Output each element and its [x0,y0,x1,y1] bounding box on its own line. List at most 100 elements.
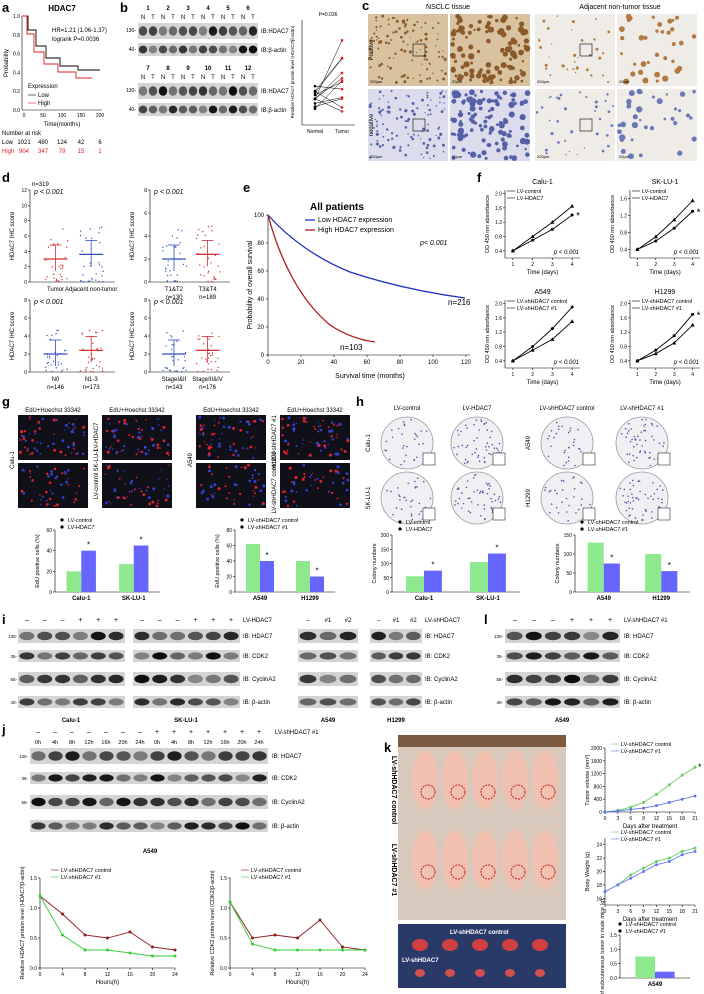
tumor-mark [420,784,436,800]
cell [144,452,148,456]
cell [601,149,605,153]
cell [628,16,633,21]
blot-band [223,698,239,706]
marker [693,794,697,798]
marker [654,792,658,796]
text-label: 2 [144,257,147,263]
cell [30,499,33,502]
cell [692,89,696,94]
dot [207,363,209,365]
colony [410,515,413,517]
legend-label: LV-HDAC7 [517,196,544,202]
colony [645,510,647,512]
x-tick-label: A549 [597,596,612,602]
cell [210,433,214,436]
inset-box [492,452,506,466]
blot-band [187,631,203,641]
cell [434,45,437,47]
cell [233,502,236,505]
series-line [637,314,693,362]
bar [81,550,96,592]
dot [313,84,317,88]
cell [41,495,44,498]
micrograph [18,415,88,460]
cell [519,114,526,121]
blot-band [99,774,114,782]
x-tick-label: 16 [127,972,133,978]
colony [637,435,639,438]
cell [140,450,144,454]
cell [388,56,391,59]
cell [292,429,296,432]
text-label: + [240,729,244,736]
dot [215,360,217,363]
series-line [512,214,573,252]
cell [500,47,505,53]
cell [426,143,430,147]
colony [479,515,482,517]
blot-band [19,652,35,660]
blot-band [167,774,182,782]
cell [336,437,338,439]
dot [55,278,58,280]
cell [470,151,477,158]
cell [458,131,464,137]
colony [416,435,419,438]
cell [429,157,431,160]
cell [74,498,78,501]
text-label: HDAC7 IHC score [10,211,16,260]
colony [475,419,478,421]
blot-band [48,797,63,807]
colony [402,420,405,423]
cell [406,109,408,111]
cell [54,477,57,480]
cell [295,422,298,425]
colony [454,504,456,506]
cell [305,417,308,420]
legend-label: LV-shHDAC7 control [588,520,638,526]
cell [425,45,428,49]
cell [294,475,298,480]
blot-band [90,674,106,684]
colony [619,487,622,490]
cell [254,485,258,489]
cell [373,32,376,35]
cell [572,68,575,71]
cell [29,470,32,473]
cell [217,456,220,458]
text-label: N [141,75,145,81]
cell [546,27,550,30]
colony [561,501,563,504]
colony [627,430,630,432]
cell [379,109,382,113]
dot [213,276,215,278]
y-tick-label: 40 [226,559,232,565]
y-tick-label: 0.5 [610,962,617,968]
y-tick-label: 0.4 [495,359,502,365]
colony [648,457,650,459]
cell [403,31,407,35]
text-label: LV-HDAC7 [463,406,493,412]
marker [550,327,554,331]
dot [95,364,98,366]
cell [314,428,317,430]
cell [208,451,210,453]
colony [553,436,555,439]
text-label: Normal [307,129,323,135]
cell [676,65,683,72]
cell [509,134,512,138]
dot [176,280,179,283]
colony [416,477,419,479]
colony [457,445,460,448]
text-label: p < 0.001 [553,250,579,256]
colony [644,429,647,432]
colony [557,428,560,431]
blot-band [188,26,198,36]
cell [445,91,447,93]
tumor [442,939,458,951]
cell [382,123,385,126]
colony [465,446,468,449]
cell [386,128,389,131]
blot-band [228,45,238,54]
blot-band [564,652,581,660]
